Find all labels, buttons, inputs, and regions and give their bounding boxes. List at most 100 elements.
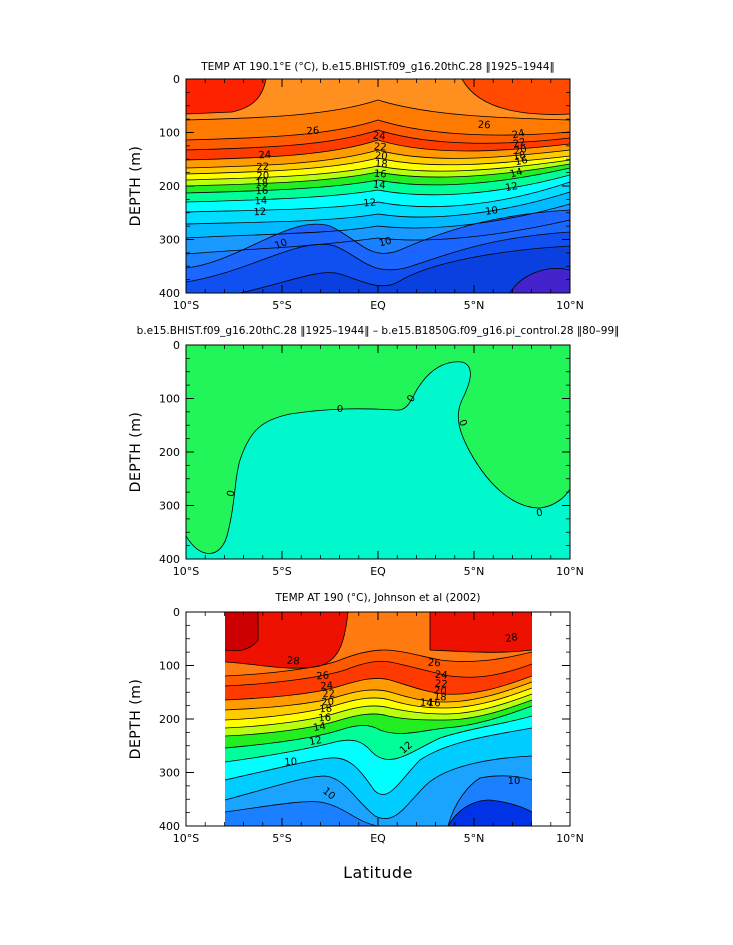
- y-tick-label: 400: [159, 553, 180, 566]
- x-tick-label: 10°N: [556, 832, 584, 845]
- contour-line: [186, 155, 570, 175]
- contour-line: [225, 612, 259, 652]
- contour-line: [186, 361, 570, 554]
- contour-label: 26: [306, 126, 319, 138]
- panel-3-title: TEMP AT 190 (°C), Johnson et al (2002): [275, 592, 481, 604]
- panel-1: TEMP AT 190.1°E (°C), b.e15.BHIST.f09_g1…: [128, 61, 584, 312]
- contour-label: 10: [284, 756, 298, 768]
- contour-label: 28: [504, 632, 518, 645]
- panel-3-contours: [225, 612, 532, 826]
- contour-label: 18: [433, 691, 447, 703]
- x-tick-label: EQ: [370, 832, 386, 845]
- x-tick-label: 5°N: [464, 565, 485, 578]
- panel-3: TEMP AT 190 (°C), Johnson et al (2002): [128, 592, 584, 845]
- panel-1-contours: [186, 79, 570, 293]
- contour-line: [225, 705, 532, 749]
- contour-label: 10: [273, 237, 289, 252]
- x-tick-label: 5°N: [464, 299, 485, 312]
- x-tick-label: 10°S: [173, 299, 199, 312]
- contour-line: [509, 268, 570, 293]
- x-tick-label: 5°S: [272, 299, 291, 312]
- contour-label: 16: [514, 155, 529, 168]
- contour-line: [186, 149, 570, 169]
- contour-line: [225, 675, 532, 701]
- band-2: [186, 361, 570, 559]
- band-1: [240, 246, 570, 293]
- contour-label: 18: [319, 703, 333, 715]
- y-tick-label: 200: [159, 713, 180, 726]
- contour-label: 16: [373, 168, 387, 180]
- contour-line: [225, 727, 532, 795]
- band-3: [225, 612, 348, 669]
- contour-label: 24: [258, 150, 271, 162]
- contour-label: 14: [254, 196, 267, 208]
- x-tick-label: 5°N: [464, 832, 485, 845]
- band-3: [448, 800, 532, 826]
- y-tick-label: 300: [159, 234, 180, 247]
- contour-line: [186, 159, 570, 181]
- contour-line: [186, 167, 570, 194]
- contour-line: [186, 174, 570, 203]
- x-tick-label: 10°S: [173, 565, 199, 578]
- y-tick-label: 100: [159, 660, 180, 673]
- contour-label: 14: [312, 721, 326, 734]
- contour-line: [225, 699, 532, 737]
- contour-label: 18: [255, 178, 268, 190]
- band-3: [225, 801, 378, 826]
- band-1: [186, 79, 266, 114]
- contour-line: [186, 209, 570, 269]
- panel-1-title: TEMP AT 190.1°E (°C), b.e15.BHIST.f09_g1…: [200, 61, 555, 73]
- x-tick-label: EQ: [370, 565, 386, 578]
- y-tick-label: 300: [159, 500, 180, 513]
- contour-label: 24: [372, 130, 386, 142]
- contour-label: 10: [378, 236, 393, 250]
- panel-2: b.e15.BHIST.f09_g16.20thC.28 ‖1925–1944‖…: [128, 325, 619, 578]
- contour-label: 26: [477, 120, 490, 132]
- contour-label: 18: [512, 150, 527, 163]
- panel-2-ylabel: DEPTH (m): [128, 412, 144, 493]
- contour-line: [225, 801, 379, 826]
- contour-line: [447, 775, 532, 826]
- contour-line: [186, 129, 570, 151]
- panel-2-contours: [186, 345, 570, 559]
- contour-label: 10: [508, 776, 521, 787]
- y-tick-label: 400: [159, 287, 180, 300]
- contour-label: 0: [535, 508, 543, 520]
- x-tick-label: 5°S: [272, 832, 291, 845]
- panel-2-title: b.e15.BHIST.f09_g16.20thC.28 ‖1925–1944‖…: [137, 325, 620, 337]
- band-3: [430, 612, 532, 653]
- band-1: [462, 79, 570, 115]
- panel-3-ylabel: DEPTH (m): [128, 679, 144, 760]
- contour-line: [461, 79, 570, 115]
- contour-label: 14: [372, 179, 386, 191]
- contour-label: 20: [321, 696, 335, 708]
- contour-label: 0: [337, 404, 343, 415]
- contour-line: [225, 715, 532, 763]
- contour-line: [186, 79, 267, 115]
- panel-1-ylabel: DEPTH (m): [128, 146, 144, 227]
- contour-line: [225, 681, 532, 711]
- contour-line: [186, 231, 570, 283]
- y-tick-label: 0: [173, 606, 180, 619]
- contour-label: 24: [320, 680, 334, 692]
- contour-line: [186, 203, 570, 239]
- contour-line: [186, 191, 570, 225]
- contour-line: [186, 219, 570, 255]
- contour-label: 22: [256, 162, 269, 174]
- x-tick-label: EQ: [370, 299, 386, 312]
- contour-line: [225, 687, 532, 721]
- contour-line: [186, 181, 570, 213]
- contour-label: 18: [374, 158, 388, 170]
- contour-label: 12: [308, 735, 322, 748]
- x-tick-label: 10°S: [173, 832, 199, 845]
- contour-label: 0: [226, 489, 238, 497]
- contour-line: [225, 755, 532, 819]
- contour-label: 22: [373, 141, 387, 153]
- contour-label: 20: [256, 171, 269, 183]
- panel-3-ticks: 10°S 5°S EQ 5°N 10°N 0 100 200 300 400: [159, 606, 584, 845]
- contour-line: [225, 649, 532, 677]
- contour-label: 20: [374, 150, 388, 162]
- contour-label: 16: [318, 712, 332, 724]
- contour-label: 28: [286, 655, 300, 667]
- contour-line: [225, 693, 532, 729]
